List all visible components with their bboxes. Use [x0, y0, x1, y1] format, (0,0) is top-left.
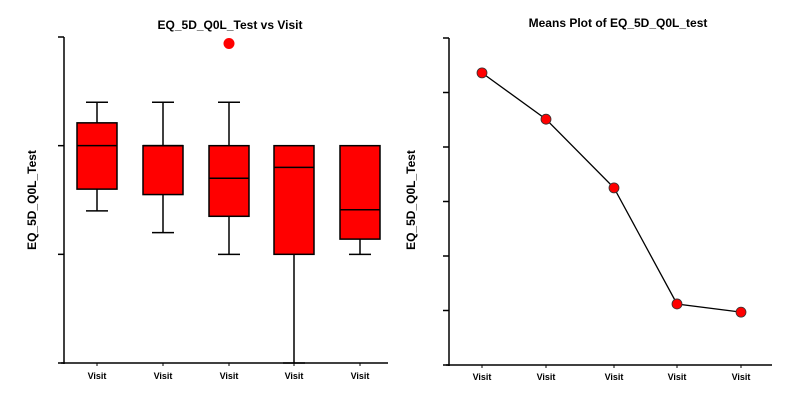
box-plot-x-tick-label: Visit [285, 371, 304, 381]
box-plot-box-group [76, 101, 118, 212]
box-iqr [339, 144, 381, 240]
means-plot-x-tick-label: Visit [668, 372, 687, 382]
box-plot-x-tick-label: Visit [220, 371, 239, 381]
box-outlier [223, 38, 235, 50]
box-iqr [208, 144, 250, 218]
box-iqr [273, 144, 315, 256]
means-plot-point [540, 113, 552, 125]
means-plot-point [608, 182, 620, 194]
box-plot-box-group [339, 144, 381, 256]
means-plot: Means Plot of EQ_5D_Q0L_test EQ_5D_Q0L_T… [404, 16, 772, 382]
box-plot-x-tick-label: Visit [154, 371, 173, 381]
means-plot-x-tick-label: Visit [732, 372, 751, 382]
box-iqr [76, 122, 118, 190]
means-plot-y-axis-label: EQ_5D_Q0L_Test [404, 150, 418, 250]
means-plot-x-tick-label: Visit [473, 372, 492, 382]
box-iqr [142, 144, 184, 196]
box-plot-box-group [273, 144, 315, 364]
means-plot-title: Means Plot of EQ_5D_Q0L_test [529, 16, 708, 30]
box-plot-x-tick-label: Visit [88, 371, 107, 381]
means-plot-point [735, 306, 747, 318]
means-plot-x-tick-label: Visit [537, 372, 556, 382]
means-plot-x-tick-label: Visit [605, 372, 624, 382]
means-plot-point [476, 67, 488, 79]
box-plot-x-tick-label: Visit [351, 371, 370, 381]
box-plot-title: EQ_5D_Q0L_Test vs Visit [158, 18, 303, 32]
box-plot-box-group [208, 38, 250, 256]
means-plot-point [671, 298, 683, 310]
box-plot-y-axis-label: EQ_5D_Q0L_Test [25, 150, 39, 250]
box-plot: EQ_5D_Q0L_Test vs Visit EQ_5D_Q0L_Test V… [25, 18, 388, 381]
box-plot-box-group [142, 101, 184, 234]
